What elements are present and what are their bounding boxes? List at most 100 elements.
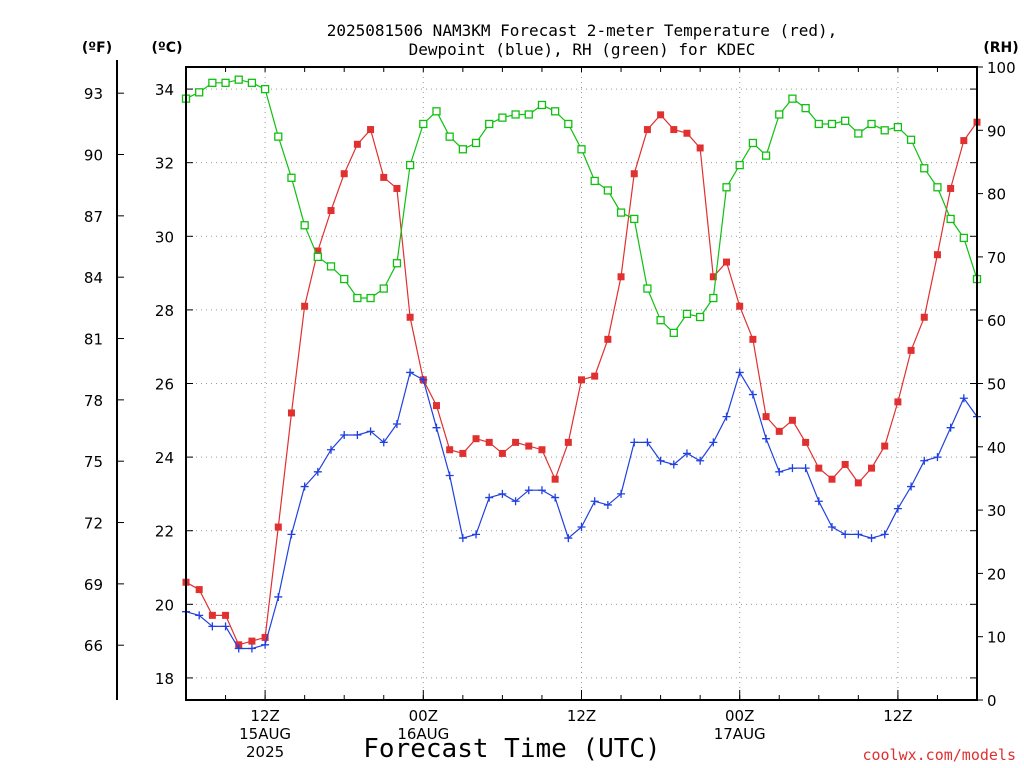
relative_humidity-point bbox=[392, 259, 402, 268]
relative_humidity-point bbox=[814, 119, 823, 129]
dewpoint-point bbox=[564, 534, 573, 543]
temperature-point bbox=[894, 398, 902, 406]
dewpoint-point bbox=[458, 534, 467, 543]
fahrenheit-tick-label: 75 bbox=[84, 453, 103, 471]
relative_humidity-point bbox=[405, 160, 415, 170]
relative_humidity-point bbox=[313, 252, 322, 262]
relative_humidity-point bbox=[906, 135, 916, 144]
fahrenheit-tick-label: 69 bbox=[84, 576, 103, 594]
rh-tick-label: 100 bbox=[987, 59, 1016, 77]
fahrenheit-tick-label: 90 bbox=[84, 147, 103, 165]
relative_humidity-point bbox=[841, 116, 850, 125]
temperature-point bbox=[736, 302, 744, 310]
chart-title-line1: 2025081506 NAM3KM Forecast 2-meter Tempe… bbox=[327, 21, 838, 40]
dewpoint-point bbox=[656, 456, 665, 465]
dewpoint-point bbox=[801, 464, 810, 473]
fahrenheit-tick-label: 87 bbox=[84, 208, 103, 226]
x-tick-label: 12Z bbox=[567, 707, 596, 725]
relative_humidity-point bbox=[920, 164, 929, 173]
temperature-point bbox=[353, 140, 361, 148]
dewpoint-point bbox=[920, 456, 929, 465]
dewpoint-point bbox=[933, 453, 942, 462]
rh-tick-label: 40 bbox=[987, 439, 1006, 457]
temperature-point bbox=[485, 438, 493, 446]
relative_humidity-point bbox=[274, 132, 283, 141]
dewpoint-point bbox=[788, 464, 797, 473]
relative_humidity-point bbox=[260, 85, 270, 94]
rh-tick-label: 50 bbox=[987, 376, 1006, 394]
relative_humidity-point bbox=[801, 103, 810, 113]
relative_humidity-point bbox=[537, 100, 547, 110]
dewpoint-point bbox=[366, 427, 375, 436]
plot-frame bbox=[185, 66, 978, 701]
relative_humidity-point bbox=[867, 119, 876, 129]
dewpoint-point bbox=[893, 504, 902, 513]
relative_humidity-point bbox=[735, 160, 744, 170]
temperature-point bbox=[749, 335, 757, 343]
dewpoint-point bbox=[511, 497, 520, 506]
temperature-point bbox=[564, 438, 572, 446]
rh-tick-label: 60 bbox=[987, 312, 1006, 330]
dewpoint-point bbox=[392, 419, 401, 428]
temperature-point bbox=[604, 335, 612, 343]
relative_humidity-point bbox=[669, 328, 678, 338]
dewpoint-point bbox=[208, 622, 217, 631]
temperature-point bbox=[762, 413, 770, 421]
relative_humidity-point bbox=[511, 110, 520, 119]
relative_humidity-point bbox=[564, 119, 573, 129]
celsius-tick-label: 28 bbox=[155, 302, 174, 320]
rh-tick-label: 20 bbox=[987, 565, 1006, 583]
temperature-point bbox=[960, 137, 968, 145]
dewpoint-point bbox=[603, 500, 612, 509]
relative_humidity-point bbox=[577, 145, 586, 154]
temperature-point bbox=[670, 126, 678, 134]
relative_humidity-point bbox=[458, 145, 468, 154]
relative_humidity-point bbox=[195, 88, 204, 97]
credit-text: coolwx.com/models bbox=[862, 746, 1016, 764]
dewpoint-point bbox=[696, 456, 705, 465]
relative_humidity-point bbox=[748, 138, 758, 148]
relative_humidity-point bbox=[709, 293, 718, 303]
dewpoint-point bbox=[234, 644, 243, 653]
x-tick-label: 15AUG bbox=[239, 725, 291, 743]
relative_humidity-point bbox=[353, 293, 362, 303]
axis-ticks: 18 20 22 24 26 28 30 32 34 66 69 72 75 78 81 84 87 90 93 0 1… bbox=[84, 59, 1016, 761]
relative_humidity-point bbox=[221, 78, 230, 87]
relative_humidity-point bbox=[208, 78, 217, 87]
fahrenheit-tick-label: 72 bbox=[84, 515, 103, 533]
x-tick-label: 12Z bbox=[250, 707, 279, 725]
temperature-point bbox=[538, 446, 546, 454]
dewpoint-point bbox=[432, 423, 441, 432]
dewpoint-point bbox=[472, 530, 481, 539]
temperature-point bbox=[815, 464, 823, 472]
temperature-point bbox=[222, 611, 230, 619]
dewpoint-point bbox=[669, 460, 678, 469]
fahrenheit-tick-label: 84 bbox=[84, 269, 103, 287]
x-tick-label: 00Z bbox=[409, 707, 438, 725]
relative_humidity-point bbox=[590, 176, 599, 186]
rh-tick-label: 90 bbox=[987, 122, 1006, 140]
dewpoint-point bbox=[274, 592, 283, 601]
rh-tick-label: 0 bbox=[987, 692, 997, 710]
temperature-point bbox=[696, 144, 704, 152]
dewpoint-point bbox=[340, 431, 349, 440]
temperature-point bbox=[775, 427, 783, 435]
grid-lines bbox=[186, 67, 977, 700]
dewpoint-point bbox=[590, 497, 599, 506]
dewpoint-point bbox=[682, 449, 691, 458]
temperature-point bbox=[525, 442, 533, 450]
temperature-point bbox=[459, 449, 467, 457]
temperature-point bbox=[868, 464, 876, 472]
dewpoint-point bbox=[577, 523, 586, 532]
temperature-point bbox=[498, 449, 506, 457]
relative_humidity-point bbox=[854, 129, 863, 138]
dewpoint-point bbox=[524, 486, 533, 495]
dewpoint-point bbox=[722, 412, 731, 421]
rh-tick-label: 10 bbox=[987, 629, 1006, 647]
rh-tick-label: 30 bbox=[987, 502, 1006, 520]
dewpoint-point bbox=[946, 423, 955, 432]
dewpoint-point bbox=[485, 493, 494, 502]
celsius-tick-label: 30 bbox=[155, 228, 174, 246]
dewpoint-point bbox=[775, 467, 784, 476]
temperature-point bbox=[314, 247, 322, 255]
